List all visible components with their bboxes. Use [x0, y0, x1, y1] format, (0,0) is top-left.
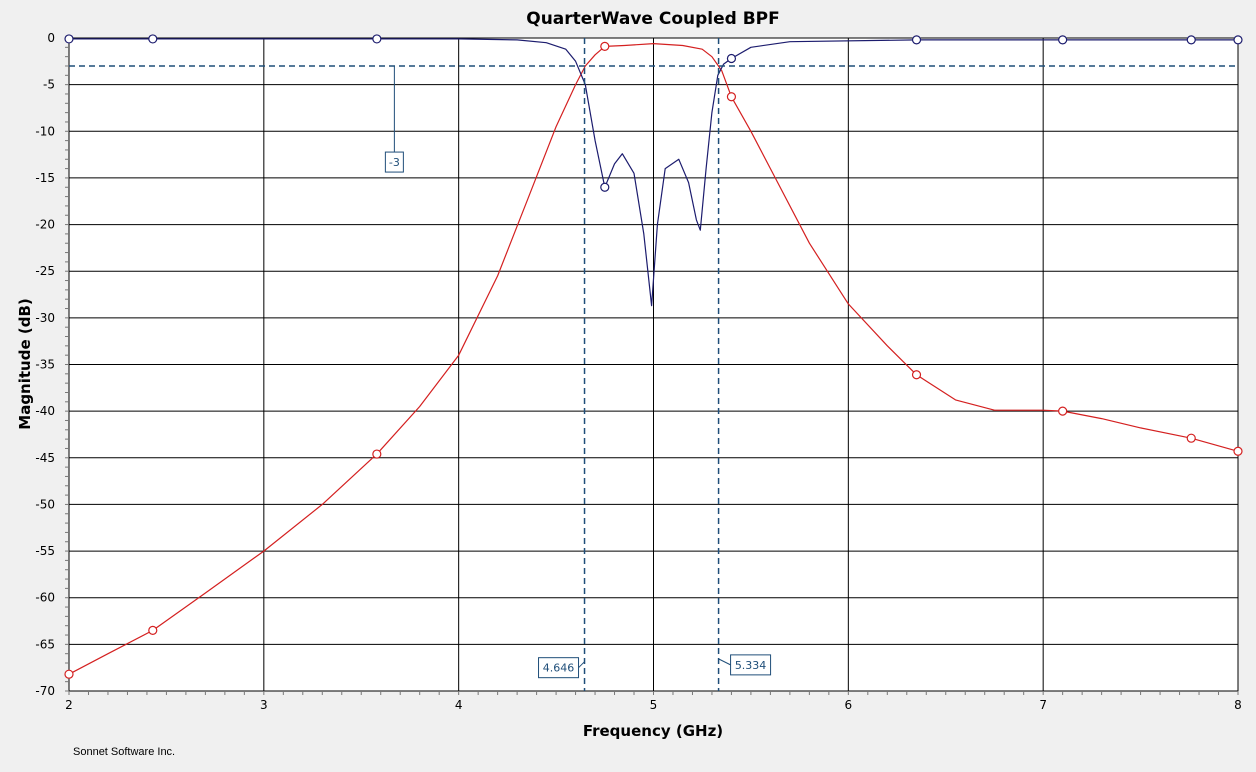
series-2-marker	[1233, 35, 1243, 45]
marker-leader	[718, 658, 731, 666]
series-1-marker	[1233, 446, 1243, 456]
y-tick-label: 0	[47, 31, 55, 45]
footer-credit: Sonnet Software Inc.	[73, 746, 175, 758]
series-1-marker	[372, 449, 382, 459]
x-tick-label: 6	[845, 698, 853, 712]
x-tick-label: 4	[455, 698, 463, 712]
series-1-marker	[148, 625, 158, 635]
y-tick-label: -55	[35, 544, 55, 558]
y-tick-label: -20	[35, 218, 55, 232]
series-1-marker	[1058, 406, 1068, 416]
grid-lines	[68, 37, 1239, 692]
y-tick-label: -15	[35, 171, 55, 185]
series-line-2	[69, 38, 1238, 307]
series-2-marker	[726, 53, 737, 64]
y-tick-label: -5	[43, 78, 55, 92]
x-axis-label: Frequency (GHz)	[583, 722, 723, 740]
x-tick-label: 2	[65, 698, 73, 712]
marker-label-vertical-2: 5.334	[735, 659, 767, 672]
tick-labels: 2 3 4 5 6 7 8 0 -5 -10 -15 -20 -25 -30 -35 -40 -45 -50 -55…	[35, 31, 1241, 712]
series-1-marker	[726, 92, 737, 102]
series-2-marker	[911, 35, 922, 45]
series-2-marker	[1058, 35, 1068, 45]
y-tick-label: -10	[35, 124, 55, 138]
series-2-marker	[64, 34, 74, 44]
minor-ticks	[65, 37, 1239, 695]
chart-title: QuarterWave Coupled BPF	[526, 9, 780, 29]
y-tick-label: -50	[35, 497, 55, 511]
series-1-marker	[64, 669, 74, 679]
y-axis-label: Magnitude (dB)	[16, 298, 34, 429]
series-2-marker	[148, 34, 158, 44]
series-layer	[64, 34, 1243, 679]
y-tick-label: -45	[35, 451, 55, 465]
series-1-marker	[911, 370, 922, 380]
x-tick-label: 7	[1039, 698, 1047, 712]
x-tick-label: 5	[650, 698, 658, 712]
y-tick-label: -60	[35, 591, 55, 605]
series-2-marker	[1186, 35, 1196, 45]
y-tick-label: -35	[35, 358, 55, 372]
y-tick-label: -65	[35, 637, 55, 651]
series-2-marker	[600, 182, 610, 192]
marker-label-box	[384, 151, 404, 173]
series-1-marker	[1186, 433, 1196, 443]
y-tick-label: -40	[35, 404, 55, 418]
y-tick-label: -25	[35, 264, 55, 278]
x-tick-label: 8	[1234, 698, 1242, 712]
y-tick-label: -70	[35, 684, 55, 698]
series-2-marker	[372, 34, 382, 44]
y-tick-label: -30	[35, 311, 55, 325]
x-tick-label: 3	[260, 698, 268, 712]
marker-layer: -3 4.646 5.334	[69, 38, 1238, 691]
marker-leader	[578, 661, 585, 669]
marker-label-horizontal: -3	[389, 156, 400, 169]
series-1-marker	[600, 41, 610, 51]
marker-label-vertical-1: 4.646	[543, 662, 575, 675]
